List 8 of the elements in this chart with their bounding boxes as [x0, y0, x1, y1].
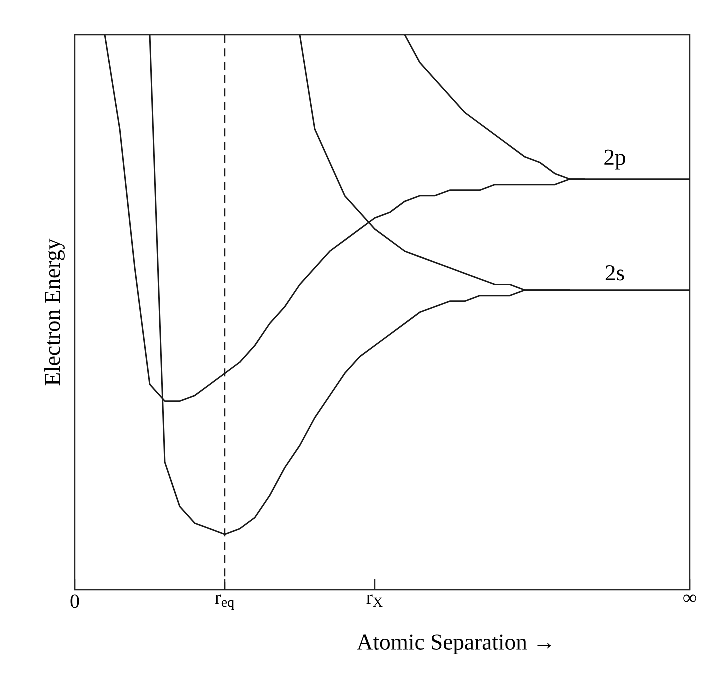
y-axis-title: Electron Energy: [44, 238, 65, 386]
x-axis-title: Atomic Separation →: [357, 634, 552, 655]
x-tick-label: r$_{eq}$: [215, 594, 234, 610]
x-tick-label: r$_{X}$: [366, 594, 383, 608]
x-tick-label: 0: [70, 594, 80, 608]
x-tick-label: ∞: [684, 594, 696, 602]
series-label: 2p: [604, 150, 626, 170]
series-label: 2s: [606, 265, 624, 281]
